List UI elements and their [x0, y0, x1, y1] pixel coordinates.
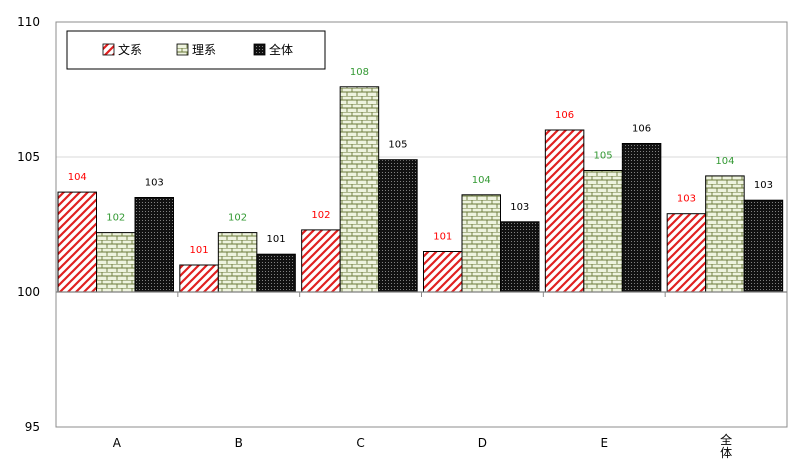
x-tick-label: D: [478, 436, 487, 450]
legend-swatch: [253, 43, 266, 56]
y-tick-label: 105: [17, 150, 40, 164]
plot-area-border: [55, 21, 788, 428]
y-tick-label: 95: [25, 420, 40, 434]
data-label: 104: [715, 156, 734, 167]
y-tick-label: 110: [17, 15, 40, 29]
legend-swatch: [102, 43, 115, 56]
bar-理系-E: [583, 170, 623, 293]
data-label: 103: [677, 194, 696, 205]
x-tick-label: A: [113, 436, 122, 450]
legend-swatch: [176, 43, 189, 56]
bar-文系-A: [57, 191, 97, 293]
data-label: 106: [632, 124, 651, 135]
bar-全体-全体: [743, 199, 784, 293]
legend-label: 理系: [192, 43, 216, 57]
bar-全体-D: [500, 221, 540, 293]
x-tick-label: C: [356, 436, 364, 450]
data-label: 106: [555, 110, 574, 121]
data-label: 101: [433, 232, 452, 243]
bar-理系-A: [96, 232, 136, 293]
data-label: 103: [754, 180, 773, 191]
bar-全体-B: [256, 253, 296, 293]
data-label: 103: [145, 178, 164, 189]
bar-全体-C: [378, 159, 418, 293]
bar-文系-C: [301, 229, 341, 293]
bar-文系-E: [544, 129, 585, 293]
data-label: 102: [311, 210, 330, 221]
bar-文系-D: [423, 251, 463, 293]
bar-全体-E: [621, 143, 662, 293]
y-tick-label: 100: [17, 285, 40, 299]
legend: 文系 理系 全体: [66, 30, 326, 70]
bar-理系-B: [217, 232, 258, 293]
legend-label: 全体: [269, 42, 293, 57]
data-label: 105: [388, 140, 407, 151]
bar-理系-D: [461, 194, 501, 293]
bar-理系-C: [339, 86, 380, 293]
legend-box: [66, 30, 326, 70]
bar-文系-B: [179, 264, 219, 293]
data-label: 104: [472, 175, 491, 186]
bar-理系-全体: [705, 175, 745, 293]
x-tick-label: B: [235, 436, 243, 450]
data-label: 104: [68, 172, 87, 183]
x-tick-label-char: 全: [720, 432, 732, 447]
data-label: 102: [228, 213, 247, 224]
data-label: 103: [510, 202, 529, 213]
data-label: 105: [594, 151, 613, 162]
data-label: 102: [106, 213, 125, 224]
x-tick-label: E: [600, 436, 608, 450]
bar-文系-全体: [666, 213, 707, 293]
data-label: 108: [350, 67, 369, 78]
data-label: 101: [267, 234, 286, 245]
x-tick-label-char: 体: [720, 446, 732, 460]
data-label: 101: [190, 245, 209, 256]
legend-label: 文系: [118, 42, 142, 57]
bar-全体-A: [134, 197, 174, 293]
